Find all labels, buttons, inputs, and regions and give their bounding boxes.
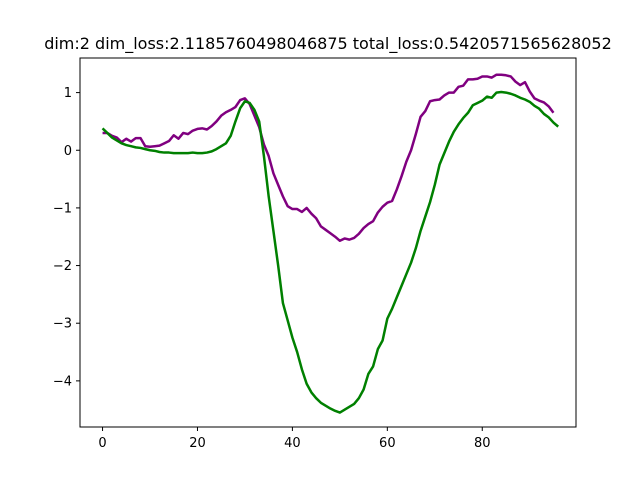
series-lines	[101, 73, 560, 414]
y-tick-label: −1	[53, 201, 72, 216]
x-tick-label: 80	[474, 436, 491, 451]
x-tick-label: 0	[98, 436, 106, 451]
y-tick-label: 0	[64, 144, 72, 159]
series-line-0	[102, 73, 555, 243]
chart-title: dim:2 dim_loss:2.1185760498046875 total_…	[44, 34, 612, 54]
y-tick-label: −4	[53, 374, 72, 389]
x-tick-label: 40	[284, 436, 301, 451]
y-tick-label: −2	[53, 259, 72, 274]
plot-area-frame	[79, 57, 577, 428]
x-tick-label: 20	[189, 436, 206, 451]
y-tick-label: 1	[64, 86, 72, 101]
y-tick-label: −3	[53, 317, 72, 332]
series-line-1	[101, 90, 560, 414]
axis-ticks: 0 20 40 60 80 −4 −3 −2 −1 0 1	[53, 86, 491, 451]
x-tick-label: 60	[379, 436, 396, 451]
